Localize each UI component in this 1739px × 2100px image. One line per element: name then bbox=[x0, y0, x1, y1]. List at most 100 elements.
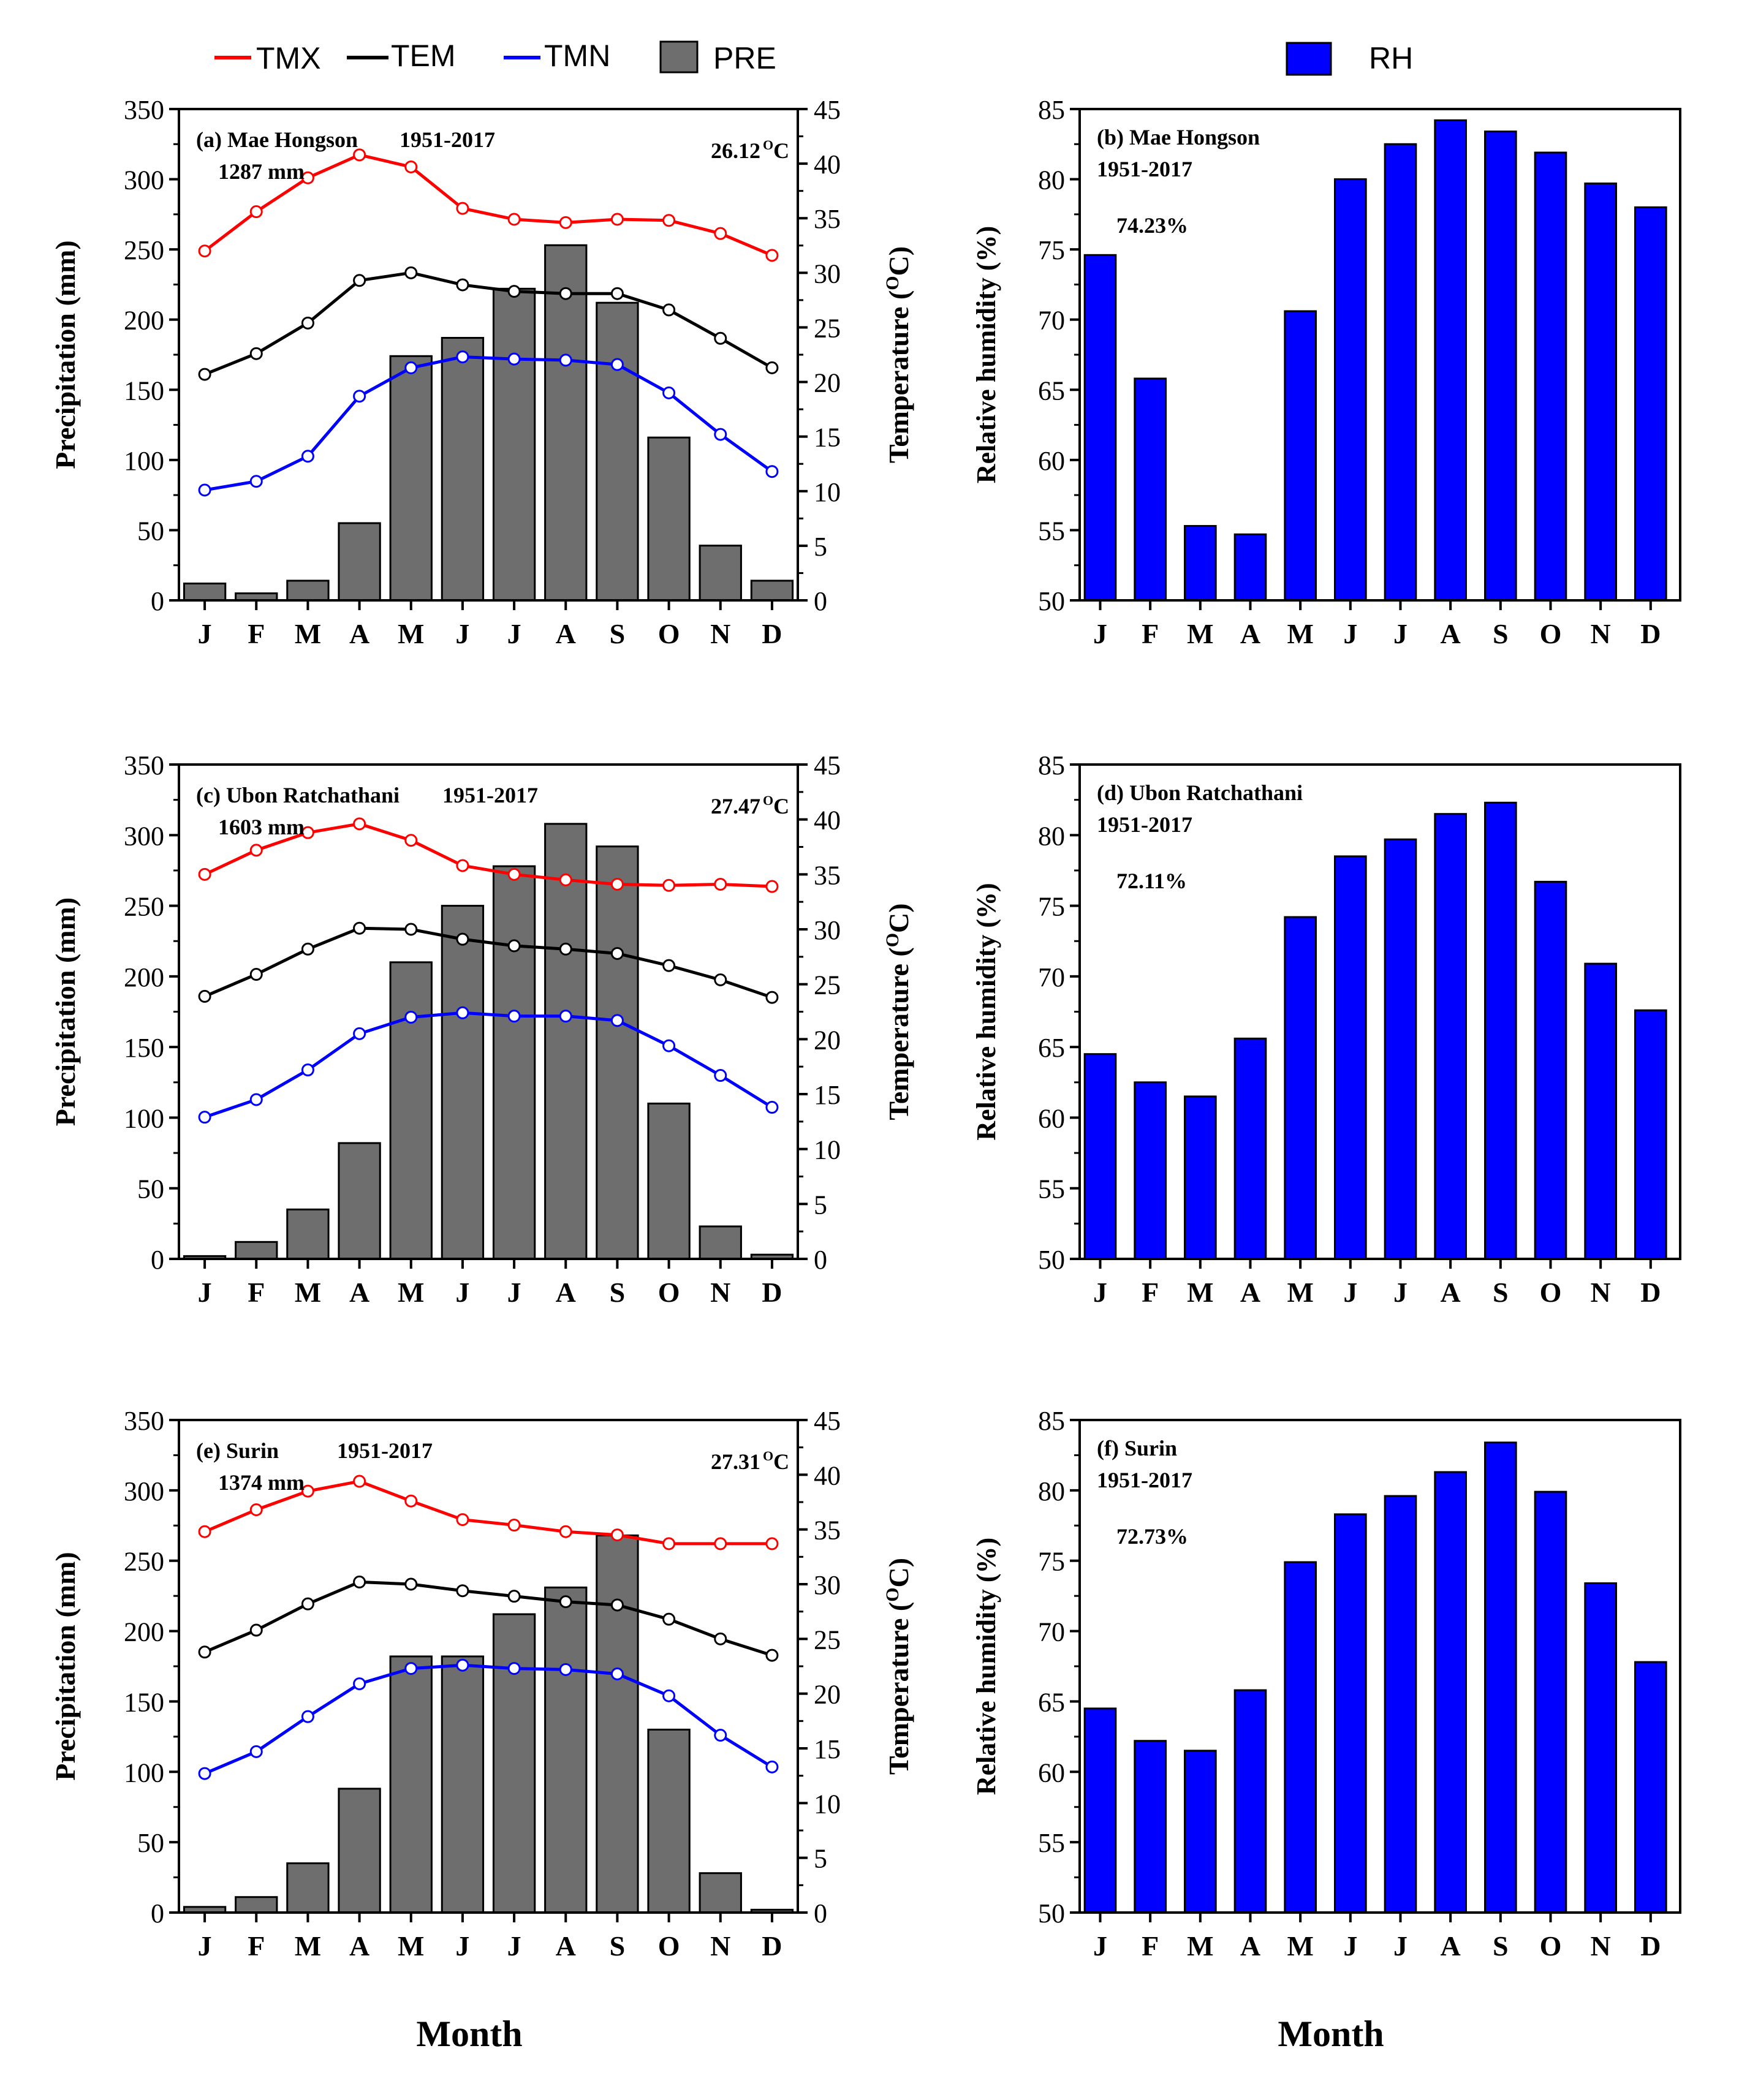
y-tick-label-a-350: 350 bbox=[124, 95, 164, 125]
x-tick-label-e-1: F bbox=[248, 1930, 265, 1962]
panel-annual-mean-f: 72.73% bbox=[1116, 1524, 1188, 1549]
y2-tick-label-a-40: 40 bbox=[814, 149, 841, 179]
x-tick-label-e-10: N bbox=[710, 1930, 730, 1962]
tmx-point-c-6 bbox=[507, 867, 521, 881]
x-tick-label-f-0: J bbox=[1093, 1930, 1107, 1962]
y2-axis-title-a: Temperature (OC) bbox=[882, 246, 914, 463]
x-axis-title-right: Month bbox=[1278, 2014, 1384, 2054]
y-tick-label-e-300: 300 bbox=[124, 1476, 164, 1506]
panel-title-d: (d) Ubon Ratchathani bbox=[1097, 780, 1303, 805]
y2-tick-label-a-5: 5 bbox=[814, 532, 827, 562]
x-tick-label-d-6: J bbox=[1393, 1277, 1407, 1308]
x-tick-label-c-2: M bbox=[295, 1277, 321, 1308]
y2-tick-label-a-20: 20 bbox=[814, 368, 841, 398]
tem-point-c-9 bbox=[662, 959, 676, 972]
tmx-point-e-10 bbox=[714, 1537, 727, 1550]
y2-axis-title-degree-c: O bbox=[882, 933, 903, 947]
y-tick-label-f-55: 55 bbox=[1038, 1828, 1065, 1858]
panel-mean-temp-a-degree: O bbox=[763, 137, 773, 153]
pre-bar-e-5 bbox=[441, 1655, 485, 1914]
y2-tick-label-a-0: 0 bbox=[814, 586, 827, 616]
tmx-point-a-3 bbox=[353, 148, 366, 162]
x-tick-label-c-6: J bbox=[507, 1277, 521, 1308]
tmn-point-a-5 bbox=[456, 350, 469, 364]
y2-axis-title-text-a: Temperature ( bbox=[883, 290, 914, 463]
y-tick-label-e-200: 200 bbox=[124, 1617, 164, 1647]
x-tick-label-b-9: O bbox=[1540, 618, 1562, 649]
pre-bar-c-5 bbox=[441, 905, 485, 1260]
x-tick-label-f-7: A bbox=[1441, 1930, 1461, 1962]
pre-bar-c-9 bbox=[647, 1102, 691, 1260]
rh-bar-b-4 bbox=[1284, 310, 1317, 602]
tem-point-a-9 bbox=[662, 303, 676, 317]
y-tick-label-e-250: 250 bbox=[124, 1547, 164, 1577]
tmx-point-e-11 bbox=[765, 1537, 779, 1550]
tmx-point-c-7 bbox=[559, 873, 572, 886]
pre-bar-c-2 bbox=[286, 1208, 330, 1260]
panel-title-a: (a) Mae Hongson bbox=[196, 127, 358, 152]
tem-point-a-1 bbox=[249, 347, 263, 360]
y-axis-title-f: Relative humidity (%) bbox=[971, 1538, 1001, 1795]
x-tick-label-a-5: J bbox=[455, 618, 469, 649]
tem-point-e-5 bbox=[456, 1584, 469, 1598]
rh-bar-d-0 bbox=[1083, 1053, 1117, 1260]
y-axis-title-e: Precipitation (mm) bbox=[50, 1552, 81, 1780]
panel-title-e: (e) Surin bbox=[196, 1438, 279, 1463]
y2-axis-title-c: Temperature (OC) bbox=[882, 903, 914, 1120]
x-tick-label-f-8: S bbox=[1493, 1930, 1509, 1962]
rh-bar-f-6 bbox=[1384, 1495, 1417, 1914]
rh-bar-f-4 bbox=[1284, 1561, 1317, 1914]
y2-tick-label-a-10: 10 bbox=[814, 477, 841, 507]
panel-mean-temp-a-value: 26.12 bbox=[711, 138, 760, 163]
tem-point-c-6 bbox=[507, 939, 521, 953]
y-tick-label-d-70: 70 bbox=[1038, 962, 1065, 992]
rh-bar-f-3 bbox=[1233, 1689, 1267, 1914]
tmn-point-c-6 bbox=[507, 1010, 521, 1023]
y-tick-label-f-70: 70 bbox=[1038, 1617, 1065, 1647]
x-tick-label-c-9: O bbox=[658, 1277, 680, 1308]
rh-bar-b-9 bbox=[1534, 151, 1567, 602]
pre-bar-a-7 bbox=[544, 244, 588, 602]
tmx-point-a-9 bbox=[662, 214, 676, 227]
tmx-point-e-5 bbox=[456, 1513, 469, 1527]
panel-mean-temp-c-unit: C bbox=[773, 794, 789, 818]
y-axis-title-b: Relative humidity (%) bbox=[971, 226, 1001, 483]
tem-point-a-10 bbox=[714, 331, 727, 345]
tmn-point-e-2 bbox=[301, 1710, 314, 1723]
tem-point-c-0 bbox=[198, 989, 211, 1003]
panel-mean-temp-e-unit: C bbox=[773, 1449, 789, 1474]
panel-mean-temp-c: 27.47 OC bbox=[711, 793, 789, 818]
tmn-point-c-3 bbox=[353, 1027, 366, 1040]
tmx-line-e bbox=[204, 1479, 772, 1546]
tem-point-e-3 bbox=[353, 1575, 366, 1588]
rh-bar-d-2 bbox=[1184, 1095, 1217, 1260]
y-tick-label-b-65: 65 bbox=[1038, 376, 1065, 406]
y2-axis-title-degree-e: O bbox=[882, 1587, 903, 1601]
rh-bar-d-7 bbox=[1434, 813, 1467, 1260]
rh-bar-d-9 bbox=[1534, 880, 1567, 1260]
y-tick-label-d-65: 65 bbox=[1038, 1033, 1065, 1063]
x-tick-label-a-1: F bbox=[248, 618, 265, 649]
y-tick-label-b-80: 80 bbox=[1038, 165, 1065, 195]
tem-point-a-3 bbox=[353, 274, 366, 287]
x-tick-label-c-11: D bbox=[762, 1277, 782, 1308]
rh-bar-b-11 bbox=[1634, 206, 1667, 602]
panel-mean-temp-e-degree: O bbox=[763, 1448, 773, 1464]
y2-tick-label-e-5: 5 bbox=[814, 1844, 827, 1874]
x-tick-label-b-6: J bbox=[1393, 618, 1407, 649]
y-tick-label-f-80: 80 bbox=[1038, 1476, 1065, 1506]
y-tick-label-c-150: 150 bbox=[124, 1033, 164, 1063]
tem-point-a-2 bbox=[301, 316, 314, 330]
tmn-point-a-1 bbox=[249, 475, 263, 488]
y-tick-label-c-250: 250 bbox=[124, 892, 164, 922]
rh-bar-f-0 bbox=[1083, 1707, 1117, 1914]
panel-period-a: 1951-2017 bbox=[400, 127, 495, 152]
legend-tmn-label: TMN bbox=[544, 39, 610, 73]
tmx-point-c-4 bbox=[404, 834, 418, 847]
x-tick-label-a-0: J bbox=[198, 618, 212, 649]
pre-bar-a-8 bbox=[596, 301, 639, 602]
x-tick-label-d-0: J bbox=[1093, 1277, 1107, 1308]
tmx-point-c-1 bbox=[249, 844, 263, 857]
x-tick-label-b-8: S bbox=[1493, 618, 1509, 649]
